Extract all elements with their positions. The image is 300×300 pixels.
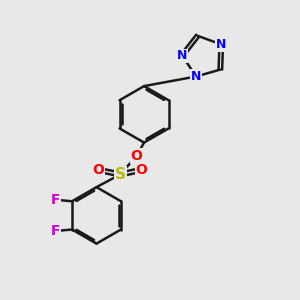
Text: O: O [136,163,148,177]
Text: N: N [216,38,226,51]
Text: F: F [51,193,60,207]
Text: O: O [131,149,142,163]
Text: N: N [177,49,187,62]
Text: O: O [92,163,104,177]
Text: S: S [115,167,126,182]
Text: N: N [191,70,201,83]
Text: F: F [51,224,60,238]
